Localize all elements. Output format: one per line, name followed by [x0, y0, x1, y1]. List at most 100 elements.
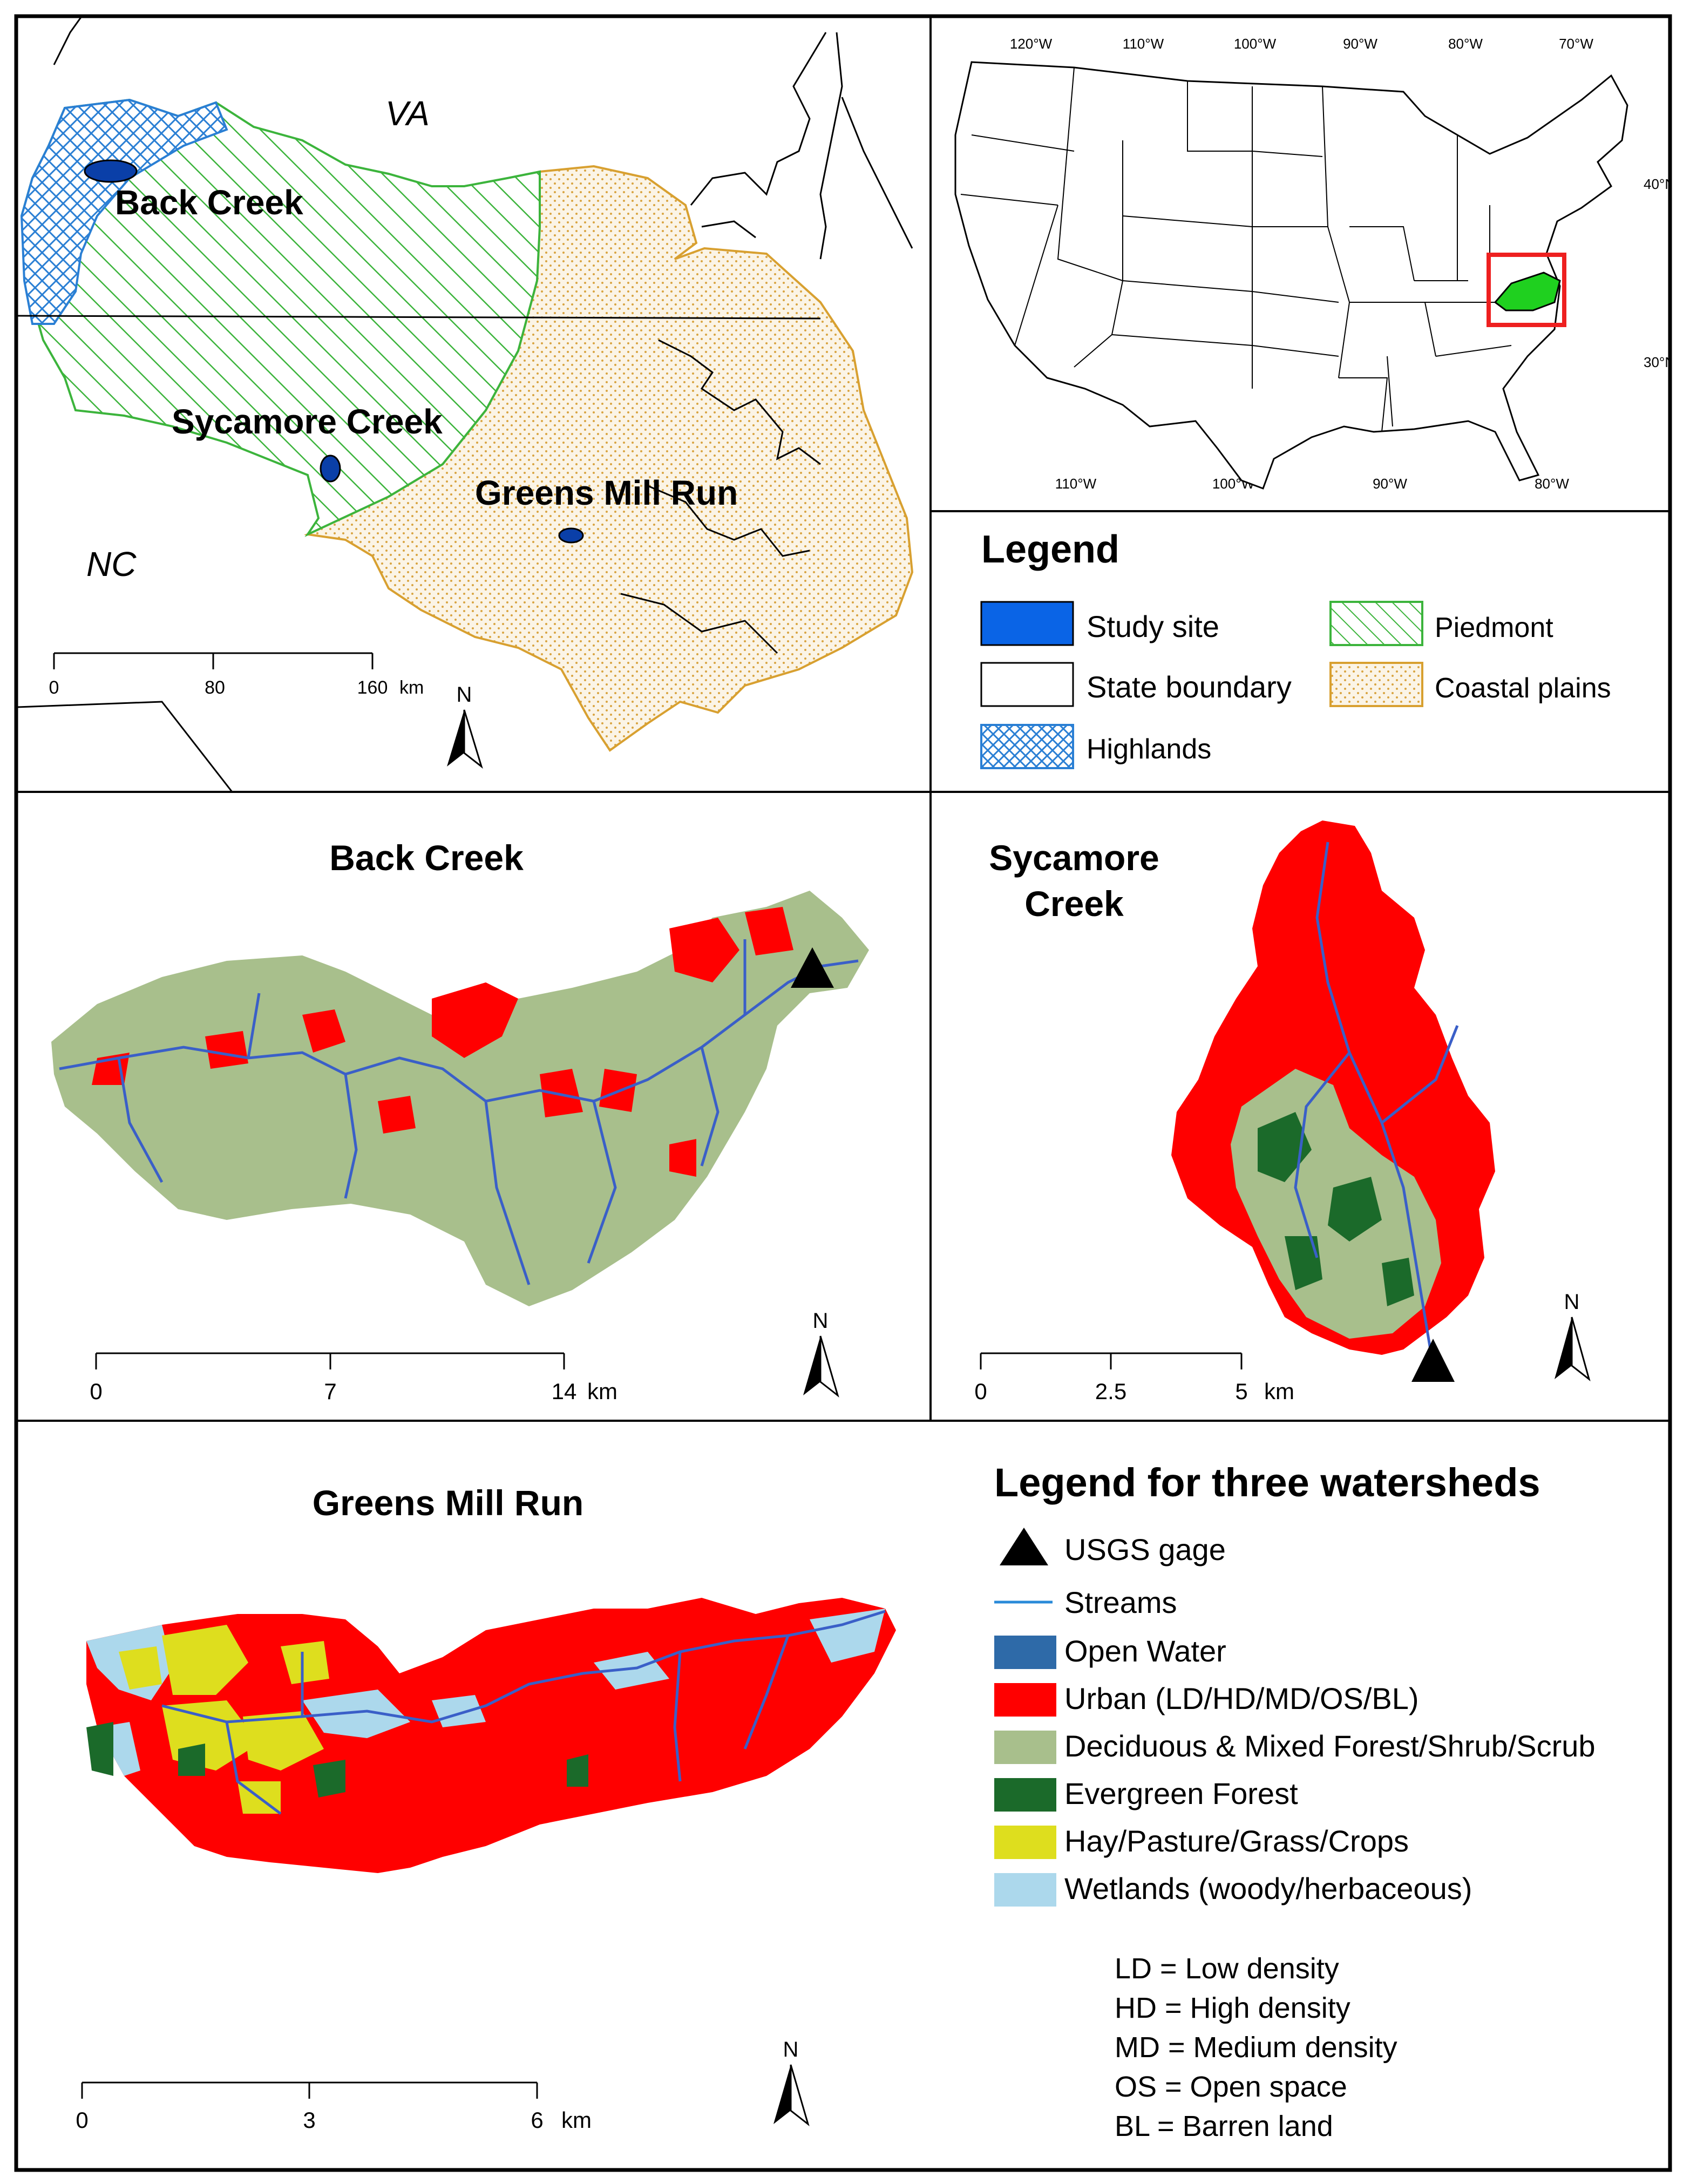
legend-item-urban: Urban (LD/HD/MD/OS/BL)	[1064, 1681, 1419, 1715]
sycamore-scale-bar: 0 2.5 5 km	[974, 1352, 1294, 1404]
region-legend: Legend Study site Piedmont State boundar…	[980, 528, 1611, 769]
overview-scale-bar: 0 80 160 km	[49, 652, 424, 698]
legend-item-state-boundary: State boundary	[1087, 670, 1292, 704]
study-area-locator-box	[1487, 253, 1566, 327]
sycamore-creek-panel: Sycamore Creek 0 2.5 5 km N	[974, 820, 1591, 1404]
legend-item-evergreen-forest: Evergreen Forest	[1064, 1776, 1298, 1810]
sycamore-usgs-gage	[1411, 1339, 1455, 1382]
highlands-swatch	[980, 724, 1074, 769]
svg-text:km: km	[399, 677, 424, 698]
svg-text:40°N: 40°N	[1644, 176, 1675, 192]
us-locator-panel: 120°W 110°W 100°W 90°W 80°W 70°W 110°W 1…	[954, 36, 1675, 492]
abbrev-bl: BL = Barren land	[1115, 2110, 1333, 2142]
study-site-swatch	[980, 601, 1074, 646]
sycamore-creek-title-2: Creek	[1024, 884, 1124, 924]
back-creek-north-arrow: N	[803, 1309, 839, 1398]
figure-frame	[14, 14, 1672, 2172]
overview-map-panel: VA NC Back Creek Sycamore Creek Greens M…	[17, 17, 914, 792]
back-creek-usgs-gage	[791, 947, 834, 988]
highlands-region	[20, 98, 228, 325]
greens-mill-wetlands	[86, 1609, 885, 1776]
back-creek-panel: Back Creek	[51, 838, 869, 1404]
northwest-state-lines	[17, 17, 233, 792]
hay-pasture-swatch	[994, 1826, 1056, 1859]
open-water-swatch	[994, 1636, 1056, 1669]
piedmont-swatch	[1329, 601, 1423, 646]
overview-north-arrow: N	[447, 683, 483, 769]
svg-text:km: km	[1264, 1379, 1294, 1404]
svg-text:120°W: 120°W	[1010, 36, 1053, 52]
greens-mill-site-marker	[558, 527, 584, 544]
greens-mill-north-arrow: N	[773, 2038, 810, 2127]
svg-text:N: N	[783, 2038, 799, 2061]
svg-text:14: 14	[552, 1379, 577, 1404]
back-creek-site-marker	[84, 159, 138, 183]
abbrev-os: OS = Open space	[1115, 2071, 1347, 2103]
svg-text:70°W: 70°W	[1559, 36, 1593, 52]
svg-text:km: km	[587, 1379, 617, 1404]
svg-text:N: N	[813, 1309, 829, 1333]
state-label-va: VA	[385, 94, 430, 133]
legend-item-hay-pasture: Hay/Pasture/Grass/Crops	[1064, 1824, 1409, 1858]
svg-text:7: 7	[324, 1379, 336, 1404]
legend-item-study-site: Study site	[1087, 609, 1219, 643]
abbrev-hd: HD = High density	[1115, 1992, 1350, 2024]
svg-text:km: km	[561, 2107, 592, 2133]
svg-text:3: 3	[303, 2107, 315, 2133]
sycamore-evergreen-patches	[1258, 1112, 1414, 1306]
greens-mill-panel: Greens Mill Run	[76, 1483, 896, 2133]
svg-text:5: 5	[1235, 1379, 1247, 1404]
deciduous-forest-swatch	[994, 1731, 1056, 1764]
legend-item-open-water: Open Water	[1064, 1634, 1226, 1668]
legend-item-deciduous-forest: Deciduous & Mixed Forest/Shrub/Scrub	[1064, 1729, 1596, 1763]
svg-text:2.5: 2.5	[1095, 1379, 1126, 1404]
state-boundary-swatch	[980, 662, 1074, 707]
coastal-plains-swatch	[1329, 662, 1423, 707]
north-carolina-highlight	[1494, 272, 1561, 311]
svg-text:N: N	[457, 683, 472, 707]
svg-text:N: N	[1564, 1290, 1580, 1314]
svg-text:90°W: 90°W	[1373, 476, 1407, 492]
svg-text:80: 80	[205, 677, 225, 698]
legend-item-streams: Streams	[1064, 1585, 1177, 1619]
greens-mill-evergreen-patches	[86, 1722, 588, 1798]
legend-item-highlands: Highlands	[1087, 734, 1211, 765]
abbrev-ld: LD = Low density	[1115, 1952, 1339, 1985]
sycamore-creek-site-marker	[320, 455, 341, 483]
greens-mill-scale-bar: 0 3 6 km	[76, 2081, 592, 2133]
site-label-greens-mill-run: Greens Mill Run	[475, 473, 738, 512]
greens-mill-title: Greens Mill Run	[313, 1483, 583, 1523]
back-creek-scale-bar: 0 7 14 km	[90, 1352, 617, 1404]
legend-item-wetlands: Wetlands (woody/herbaceous)	[1064, 1871, 1472, 1905]
legend-item-usgs-gage: USGS gage	[1064, 1532, 1226, 1566]
pamlico-shoreline	[620, 339, 821, 654]
va-nc-state-line	[17, 315, 821, 320]
chesapeake-shoreline	[690, 32, 913, 260]
svg-text:30°N: 30°N	[1644, 354, 1675, 370]
svg-text:100°W: 100°W	[1234, 36, 1277, 52]
svg-text:0: 0	[76, 2107, 88, 2133]
svg-text:160: 160	[357, 677, 388, 698]
region-legend-title: Legend	[981, 528, 1119, 571]
svg-text:80°W: 80°W	[1448, 36, 1483, 52]
greens-mill-hay-patches	[119, 1625, 329, 1814]
watershed-legend-title: Legend for three watersheds	[994, 1460, 1540, 1505]
svg-text:0: 0	[90, 1379, 102, 1404]
site-label-back-creek: Back Creek	[115, 183, 303, 222]
abbrev-md: MD = Medium density	[1115, 2031, 1397, 2064]
back-creek-title: Back Creek	[329, 838, 524, 878]
wetlands-swatch	[994, 1873, 1056, 1907]
us-outline	[954, 61, 1628, 490]
svg-text:0: 0	[974, 1379, 987, 1404]
legend-item-piedmont: Piedmont	[1435, 612, 1553, 643]
svg-text:0: 0	[49, 677, 59, 698]
sycamore-north-arrow: N	[1555, 1290, 1591, 1381]
svg-text:80°W: 80°W	[1535, 476, 1569, 492]
state-label-nc: NC	[86, 545, 137, 584]
svg-text:110°W: 110°W	[1055, 476, 1097, 492]
back-creek-watershed	[51, 891, 869, 1306]
evergreen-forest-swatch	[994, 1778, 1056, 1812]
site-label-sycamore-creek: Sycamore Creek	[172, 402, 443, 441]
urban-swatch	[994, 1683, 1056, 1717]
